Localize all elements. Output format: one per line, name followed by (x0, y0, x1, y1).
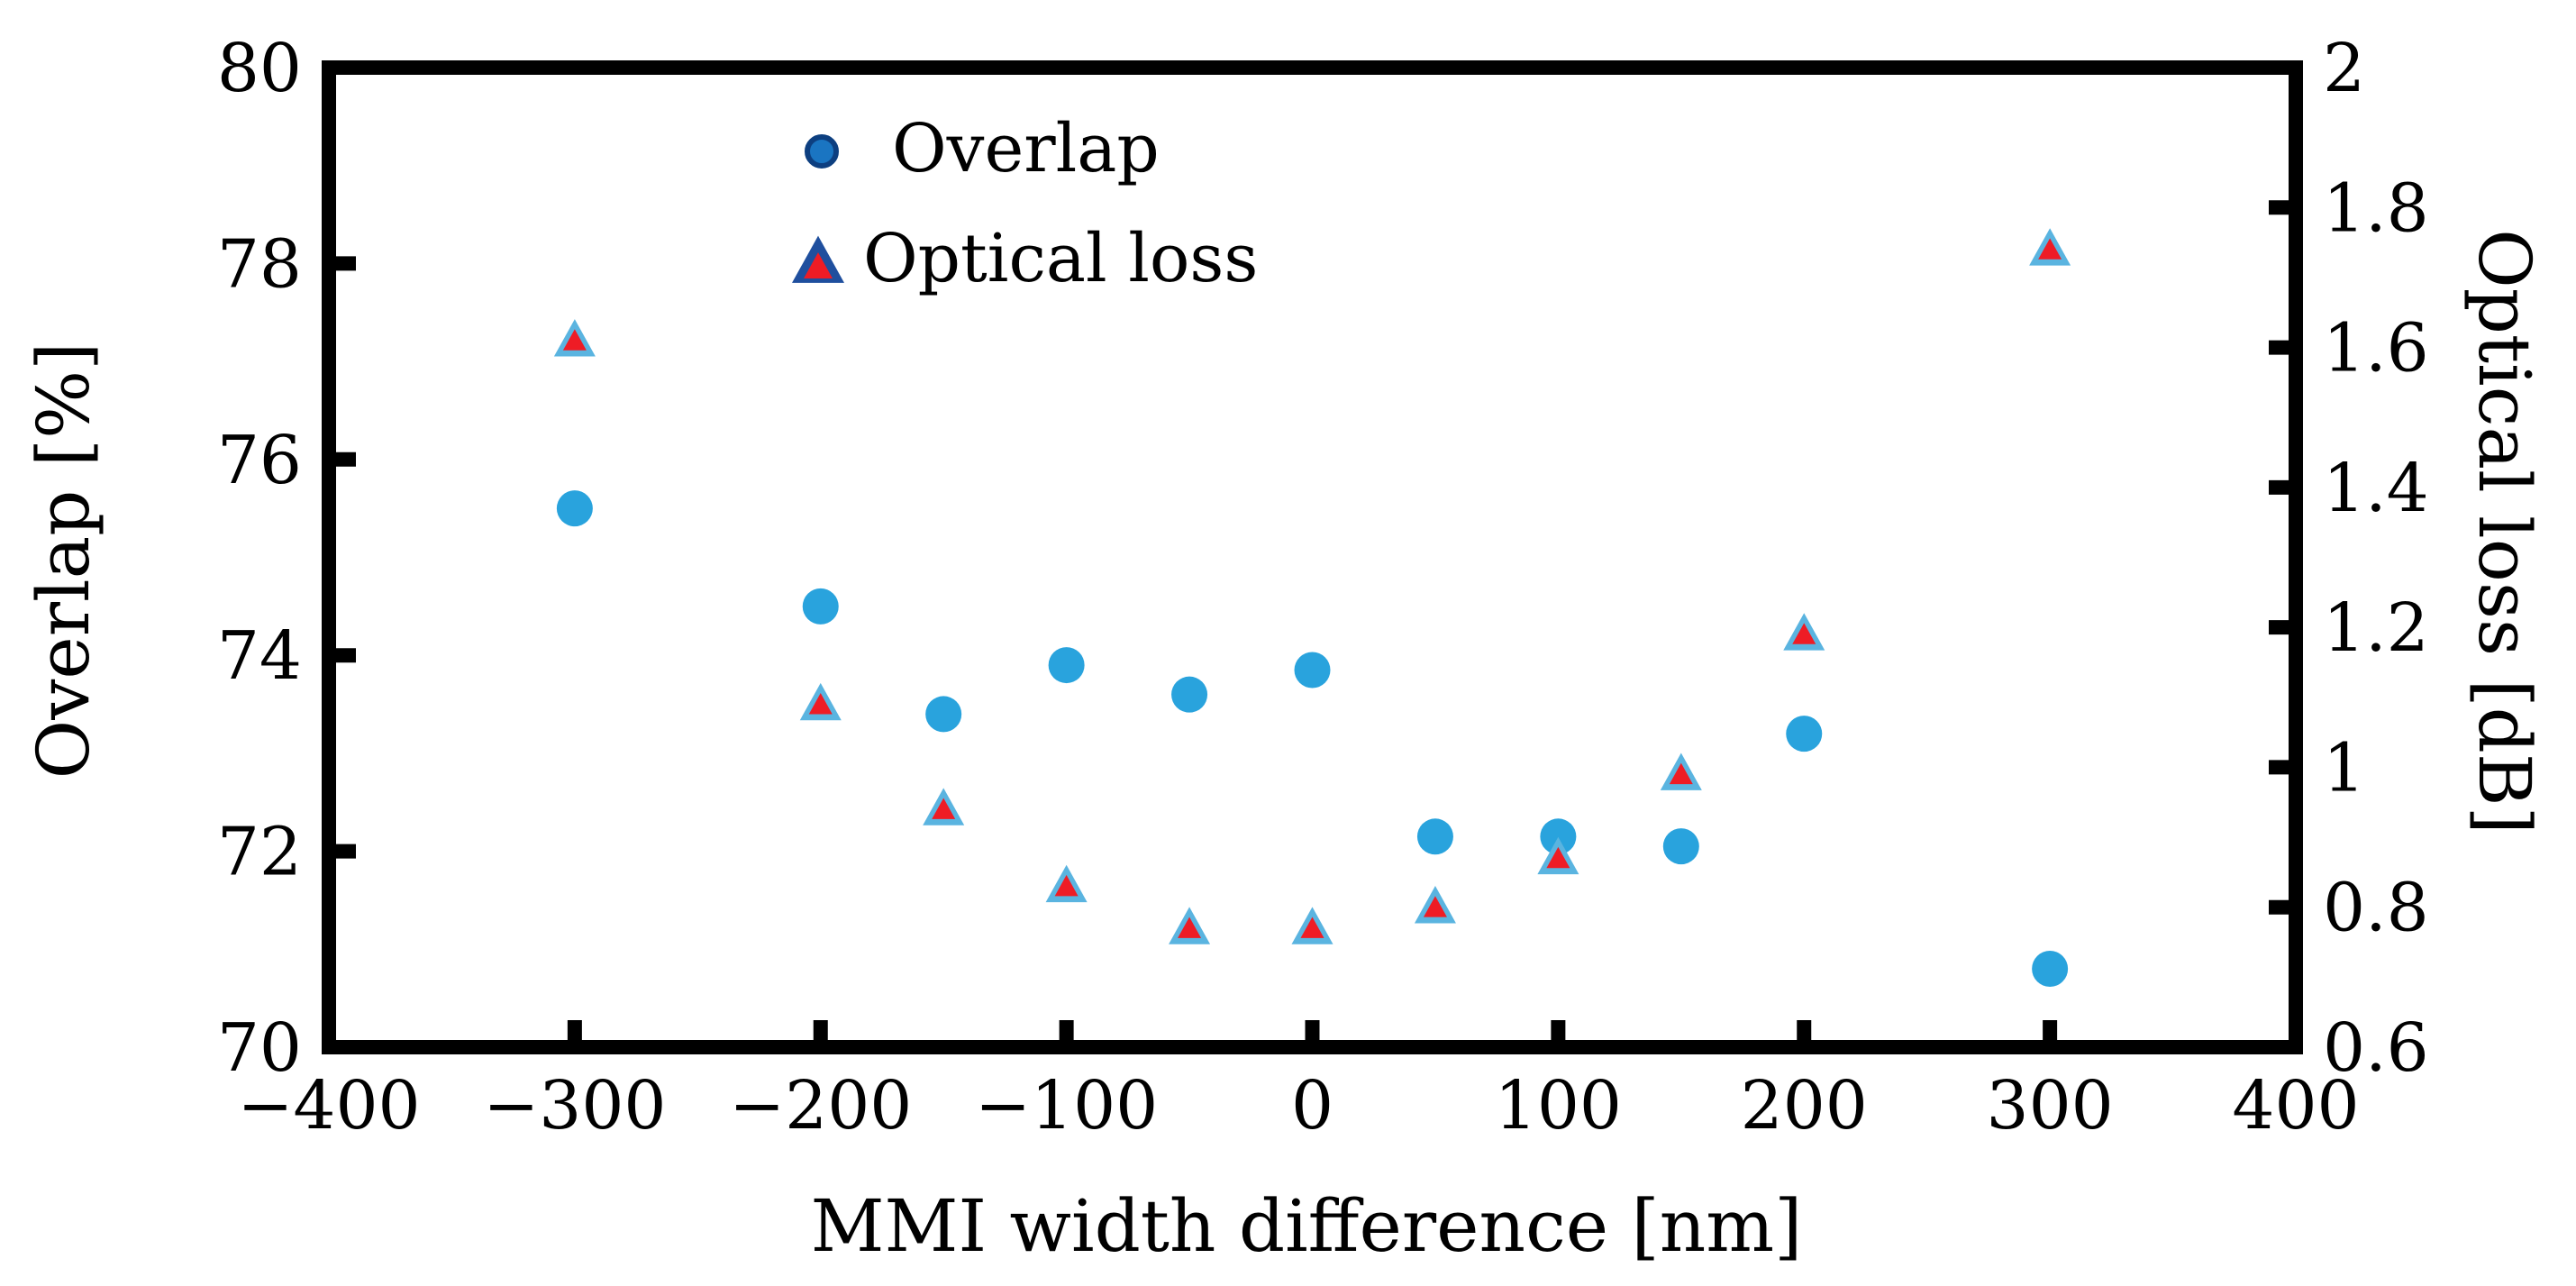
optical-loss-point (799, 682, 842, 721)
x-tick-label: 100 (1495, 1067, 1622, 1145)
y-right-tick-label: 1.8 (2323, 169, 2429, 247)
overlap-point (802, 588, 839, 625)
plot-frame (322, 60, 2303, 1054)
optical-loss-point (1537, 836, 1579, 875)
optical-loss-point (1783, 613, 1825, 651)
legend-overlap-label: Overlap (892, 110, 1160, 187)
optical-loss-point-fill (1054, 874, 1079, 897)
optical-loss-point-fill (1423, 896, 1447, 917)
optical-loss-point-fill (1300, 917, 1324, 938)
optical-loss-point-fill (1669, 762, 1693, 785)
y-left-tick-label: 80 (217, 30, 302, 107)
x-tick-label: −300 (483, 1067, 666, 1145)
optical-loss-point (1414, 886, 1456, 924)
optical-loss-point (2029, 228, 2071, 266)
x-tick-label: 400 (2232, 1067, 2359, 1145)
optical-loss-point (923, 788, 965, 825)
overlap-point (925, 696, 962, 733)
optical-loss-point-fill (562, 329, 587, 351)
optical-loss-point (1291, 907, 1334, 944)
x-tick-label: 200 (1741, 1067, 1868, 1145)
x-tick-label: 300 (1987, 1067, 2114, 1145)
overlap-point (1786, 716, 1823, 752)
overlap-point (2032, 951, 2069, 988)
optical-loss-point (553, 319, 596, 357)
x-tick-label: −400 (237, 1067, 420, 1145)
y-left-tick-label: 70 (217, 1009, 302, 1087)
overlap-point (1294, 652, 1331, 689)
ticks-layer (322, 60, 2303, 1054)
overlap-point (1416, 818, 1453, 855)
y-left-tick-label: 72 (217, 814, 302, 891)
legend-optical-loss-marker-inner (804, 252, 833, 278)
optical-loss-point-fill (1546, 846, 1570, 869)
y-right-tick-label: 2 (2323, 30, 2365, 107)
y-axis-left-label: Overlap [%] (22, 342, 105, 780)
overlap-point (1171, 676, 1208, 713)
y-right-tick-label: 1.4 (2323, 450, 2429, 527)
optical-loss-point (1045, 864, 1088, 903)
optical-loss-point-fill (932, 798, 956, 819)
legend-overlap-marker (805, 134, 839, 169)
optical-loss-point-fill (2038, 238, 2062, 260)
y-right-tick-label: 0.6 (2323, 1009, 2429, 1087)
labels-layer: −400 −300 −200 −100 0 100 200 300 400 70 72 74 76 78 8… (217, 30, 2429, 1145)
x-axis-label: MMI width difference [nm] (811, 1184, 1803, 1268)
optical-loss-point-fill (1792, 623, 1816, 644)
y-left-tick-label: 74 (217, 617, 302, 695)
y-right-tick-label: 1 (2323, 729, 2365, 807)
legend-optical-loss-label: Optical loss (863, 220, 1258, 297)
y-right-tick-label: 1.6 (2323, 310, 2429, 388)
optical-loss-point-fill (1178, 917, 1202, 938)
x-tick-label: 0 (1291, 1067, 1334, 1145)
x-tick-label: −100 (975, 1067, 1158, 1145)
overlap-point (556, 490, 593, 527)
overlap-point (1540, 818, 1577, 855)
overlap-point (1662, 828, 1699, 865)
optical-loss-point-fill (808, 693, 833, 715)
overlap-point (1048, 647, 1085, 684)
x-tick-label: −200 (729, 1067, 912, 1145)
y-left-tick-label: 78 (217, 225, 302, 303)
optical-loss-point (1660, 752, 1702, 790)
y-right-tick-label: 1.2 (2323, 589, 2429, 667)
y-right-tick-label: 0.8 (2323, 870, 2429, 947)
y-left-tick-label: 76 (217, 422, 302, 499)
y-axis-right-label: Optical loss [dB] (2462, 229, 2546, 835)
marks-layer (553, 228, 2071, 988)
legend: Overlap Optical loss (792, 110, 1258, 297)
optical-loss-point (1169, 907, 1211, 944)
